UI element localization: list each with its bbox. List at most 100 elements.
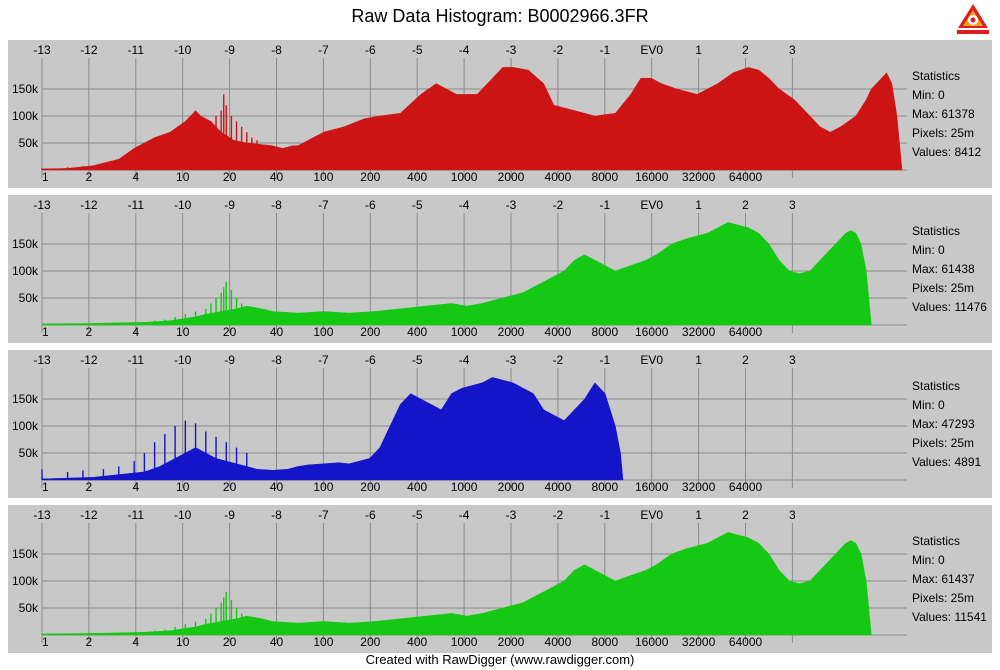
ev-tick-label: EV0 [640,198,663,212]
value-tick-label: 1 [42,480,49,494]
ev-tick-label: -12 [80,353,98,367]
stats-values: Values: 8412 [912,145,981,159]
ev-tick-label: -2 [553,508,564,522]
ev-tick-label: -12 [80,508,98,522]
value-tick-label: 10 [176,170,190,184]
histogram-panel-blue: -13 -12 -11 -10 -9 -8 -7 -6 -5 -4 -3 -2 -1 EV0 1 2 3150k… [8,350,992,498]
ev-tick-label: -10 [174,508,192,522]
ev-tick-label: 3 [789,508,796,522]
value-tick-label: 20 [223,170,237,184]
value-tick-label: 1000 [451,325,478,339]
ev-tick-label: 2 [742,353,749,367]
y-tick-label: 50k [19,601,39,615]
ev-tick-label: 3 [789,198,796,212]
stats-heading: Statistics [912,69,960,83]
stats-heading: Statistics [912,534,960,548]
value-tick-label: 40 [270,480,284,494]
value-tick-label: 10 [176,480,190,494]
ev-tick-label: -7 [318,508,329,522]
value-tick-label: 64000 [729,480,763,494]
value-tick-label: 1000 [451,170,478,184]
y-tick-label: 50k [19,136,39,150]
y-tick-label: 150k [12,237,39,251]
value-tick-label: 2 [86,170,93,184]
ev-tick-label: -3 [506,198,517,212]
ev-tick-label: -10 [174,198,192,212]
histogram-area [41,532,872,636]
value-tick-label: 4000 [545,480,572,494]
value-tick-label: 20 [223,635,237,649]
ev-tick-label: -2 [553,43,564,57]
ev-tick-label: -13 [33,508,51,522]
ev-tick-label: 2 [742,508,749,522]
ev-tick-label: -1 [599,508,610,522]
stats-max: Max: 61437 [912,572,975,586]
stats-max: Max: 47293 [912,417,975,431]
ev-tick-label: -2 [553,198,564,212]
ev-tick-label: -5 [412,43,423,57]
ev-tick-label: -8 [271,353,282,367]
value-tick-label: 200 [360,480,380,494]
value-tick-label: 400 [407,635,427,649]
ev-tick-label: -10 [174,353,192,367]
ev-tick-label: 1 [695,43,702,57]
stats-values: Values: 4891 [912,455,981,469]
value-tick-label: 2000 [498,170,525,184]
stats-pixels: Pixels: 25m [912,591,974,605]
value-tick-label: 16000 [635,170,669,184]
value-tick-label: 200 [360,635,380,649]
value-tick-label: 4 [132,480,139,494]
ev-tick-label: -13 [33,43,51,57]
histogram-panel-green2: -13 -12 -11 -10 -9 -8 -7 -6 -5 -4 -3 -2 -1 EV0 1 2 3150k… [8,505,992,653]
histogram-area [41,222,872,326]
ev-tick-label: -4 [459,508,470,522]
ev-tick-label: -11 [128,508,145,522]
ev-tick-label: -7 [318,43,329,57]
value-tick-label: 64000 [729,635,763,649]
ev-tick-label: EV0 [640,508,663,522]
value-tick-label: 2000 [498,325,525,339]
ev-tick-label: -4 [459,43,470,57]
value-tick-label: 1000 [451,480,478,494]
value-tick-label: 100 [313,170,333,184]
ev-tick-label: EV0 [640,43,663,57]
value-tick-label: 8000 [591,325,618,339]
value-tick-label: 1 [42,635,49,649]
value-tick-label: 4 [132,635,139,649]
value-tick-label: 100 [313,325,333,339]
ev-tick-label: -3 [506,508,517,522]
value-tick-label: 40 [270,325,284,339]
stats-heading: Statistics [912,379,960,393]
ev-tick-label: -9 [224,508,235,522]
ev-tick-label: -3 [506,43,517,57]
value-tick-label: 2 [86,325,93,339]
y-tick-label: 100k [12,574,39,588]
value-tick-label: 8000 [591,170,618,184]
value-tick-label: 40 [270,170,284,184]
value-tick-label: 32000 [682,480,716,494]
ev-tick-label: 1 [695,353,702,367]
y-tick-label: 50k [19,291,39,305]
value-tick-label: 2000 [498,635,525,649]
ev-tick-label: 2 [742,198,749,212]
ev-tick-label: -1 [599,353,610,367]
histogram-panel-green1: -13 -12 -11 -10 -9 -8 -7 -6 -5 -4 -3 -2 -1 EV0 1 2 3150k… [8,195,992,343]
ev-tick-label: -2 [553,353,564,367]
histogram-area [41,377,624,481]
stats-heading: Statistics [912,224,960,238]
ev-tick-label: -10 [174,43,192,57]
value-tick-label: 200 [360,170,380,184]
ev-tick-label: -5 [412,198,423,212]
value-tick-label: 10 [176,635,190,649]
stats-min: Min: 0 [912,88,945,102]
value-tick-label: 200 [360,325,380,339]
ev-tick-label: -11 [128,353,145,367]
ev-tick-label: -3 [506,353,517,367]
chart-title: Raw Data Histogram: B0002966.3FR [351,6,649,26]
value-tick-label: 32000 [682,635,716,649]
value-tick-label: 20 [223,480,237,494]
ev-tick-label: -1 [599,43,610,57]
ev-tick-label: -13 [33,353,51,367]
value-tick-label: 64000 [729,325,763,339]
stats-min: Min: 0 [912,398,945,412]
